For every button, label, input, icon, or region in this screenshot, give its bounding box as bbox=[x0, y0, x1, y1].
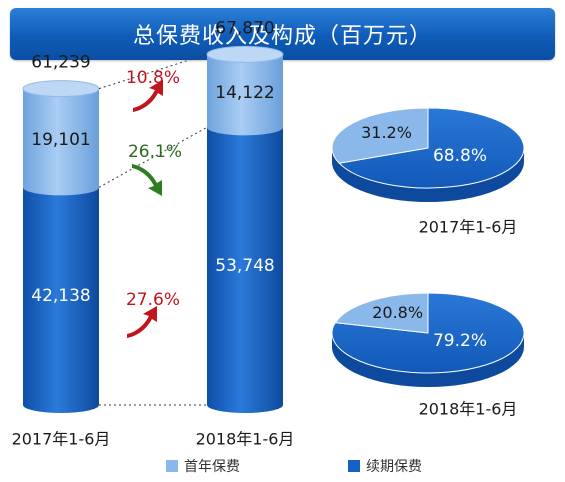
pie-side-1 bbox=[332, 333, 524, 387]
pie-category-label-1: 2018年1-6月 bbox=[419, 400, 518, 419]
pie-slice-renewal-0 bbox=[338, 107, 525, 189]
title-banner: 总保费收入及构成（百万元） bbox=[10, 8, 555, 60]
growth-label-0: 10.8% bbox=[126, 68, 180, 88]
category-label-0: 2017年1-6月 bbox=[12, 430, 111, 449]
growth-label-1: 26.1% bbox=[128, 142, 182, 162]
pie-label-first-year-0: 31.2% bbox=[361, 123, 412, 142]
growth-label-2: 27.6% bbox=[126, 290, 180, 310]
pie-category-label-0: 2017年1-6月 bbox=[419, 218, 518, 237]
pies-layer: 31.2% 68.8% 2017年1-6月 20.8% 79.2% 2018年1-6月 bbox=[331, 107, 525, 419]
pie-label-renewal-1: 79.2% bbox=[433, 331, 487, 351]
connector-line-0 bbox=[98, 53, 208, 90]
total-label-1: 67,870 bbox=[215, 18, 274, 38]
bar-first-year-1 bbox=[207, 54, 283, 136]
value-label-renewal-0: 42,138 bbox=[31, 286, 90, 306]
pie-label-renewal-0: 68.8% bbox=[433, 146, 487, 166]
bar-renewal-1 bbox=[207, 127, 283, 413]
bar-renewal-0 bbox=[23, 187, 99, 413]
legend-swatch-renewal bbox=[348, 460, 360, 472]
chart-title: 总保费收入及构成（百万元） bbox=[132, 24, 432, 49]
growth-arrow-0-up-icon bbox=[133, 80, 163, 112]
growth-arrow-2-up-icon bbox=[127, 306, 157, 338]
total-label-0: 61,239 bbox=[31, 53, 90, 73]
legend-label-first-year: 首年保费 bbox=[184, 459, 240, 475]
legend-layer: 首年保费 续期保费 bbox=[166, 458, 422, 475]
pie-side-0 bbox=[332, 148, 524, 202]
legend-swatch-first-year bbox=[166, 460, 178, 472]
bar-top-cap-1 bbox=[206, 45, 284, 63]
value-label-first-year-1: 14,122 bbox=[215, 83, 274, 103]
pie-slice-first-year-0 bbox=[331, 107, 429, 164]
pie-label-first-year-1: 20.8% bbox=[372, 303, 423, 322]
growth-arrow-1-down-icon bbox=[132, 164, 162, 196]
pie-slice-first-year-1 bbox=[334, 292, 429, 334]
category-label-1: 2018年1-6月 bbox=[196, 430, 295, 449]
legend-label-renewal: 续期保费 bbox=[366, 458, 422, 475]
bars-layer: 42,138 19,101 61,239 2017年1-6月 53,748 14,122 6… bbox=[12, 18, 295, 448]
bar-first-year-0 bbox=[23, 88, 99, 196]
bar-top-cap-0 bbox=[22, 80, 100, 98]
pie-slice-renewal-1 bbox=[331, 292, 525, 374]
value-label-first-year-0: 19,101 bbox=[31, 130, 90, 150]
connector-line-1 bbox=[98, 126, 208, 188]
value-label-renewal-1: 53,748 bbox=[215, 256, 274, 276]
